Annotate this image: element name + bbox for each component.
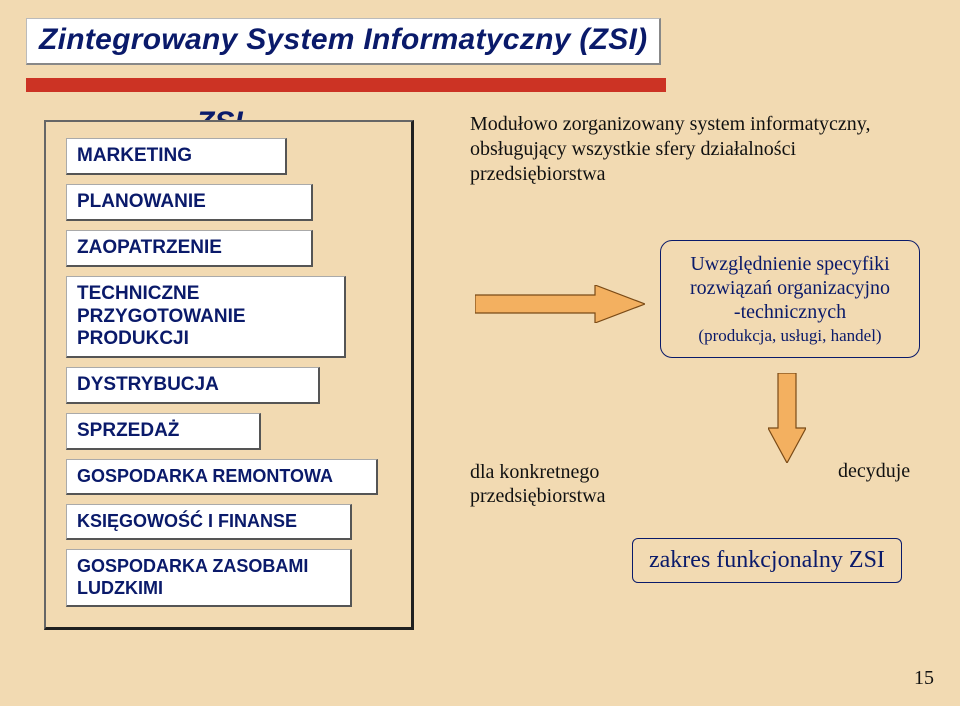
system-description: Modułowo zorganizowany system informatyc… (470, 112, 910, 187)
annotation-line2: rozwiązań organizacyjno (671, 276, 909, 300)
annotation-line1: Uwzględnienie specyfiki (671, 252, 909, 276)
module-marketing: MARKETING (66, 138, 287, 175)
annotation-line3: -technicznych (671, 300, 909, 324)
page-number: 15 (914, 667, 934, 690)
arrow-down-icon (768, 373, 806, 463)
module-finanse: KSIĘGOWOŚĆ I FINANSE (66, 504, 352, 540)
module-zaopatrzenie: ZAOPATRZENIE (66, 230, 313, 267)
module-hr: GOSPODARKA ZASOBAMI LUDZKIMI (66, 549, 352, 606)
annotation-line4: (produkcja, usługi, handel) (671, 326, 909, 346)
module-sprzedaz: SPRZEDAŻ (66, 413, 261, 450)
modules-frame: MARKETING PLANOWANIE ZAOPATRZENIE TECHNI… (44, 120, 414, 630)
module-dystrybucja: DYSTRYBUCJA (66, 367, 320, 404)
slide-title-box: Zintegrowany System Informatyczny (ZSI) (26, 18, 661, 65)
slide-title: Zintegrowany System Informatyczny (ZSI) (39, 23, 647, 57)
module-tpp: TECHNICZNE PRZYGOTOWANIE PRODUKCJI (66, 276, 346, 358)
for-enterprise-label: dla konkretnegoprzedsiębiorstwa (470, 460, 606, 508)
for-enterprise-text: dla konkretnegoprzedsiębiorstwa (470, 461, 606, 507)
decides-label: decyduje (838, 460, 910, 483)
scope-box: zakres funkcjonalny ZSI (632, 538, 902, 583)
module-planowanie: PLANOWANIE (66, 184, 313, 221)
accent-bar (26, 78, 666, 92)
module-remontowa: GOSPODARKA REMONTOWA (66, 459, 378, 495)
arrow-right-icon (475, 285, 645, 323)
annotation-box: Uwzględnienie specyfiki rozwiązań organi… (660, 240, 920, 358)
